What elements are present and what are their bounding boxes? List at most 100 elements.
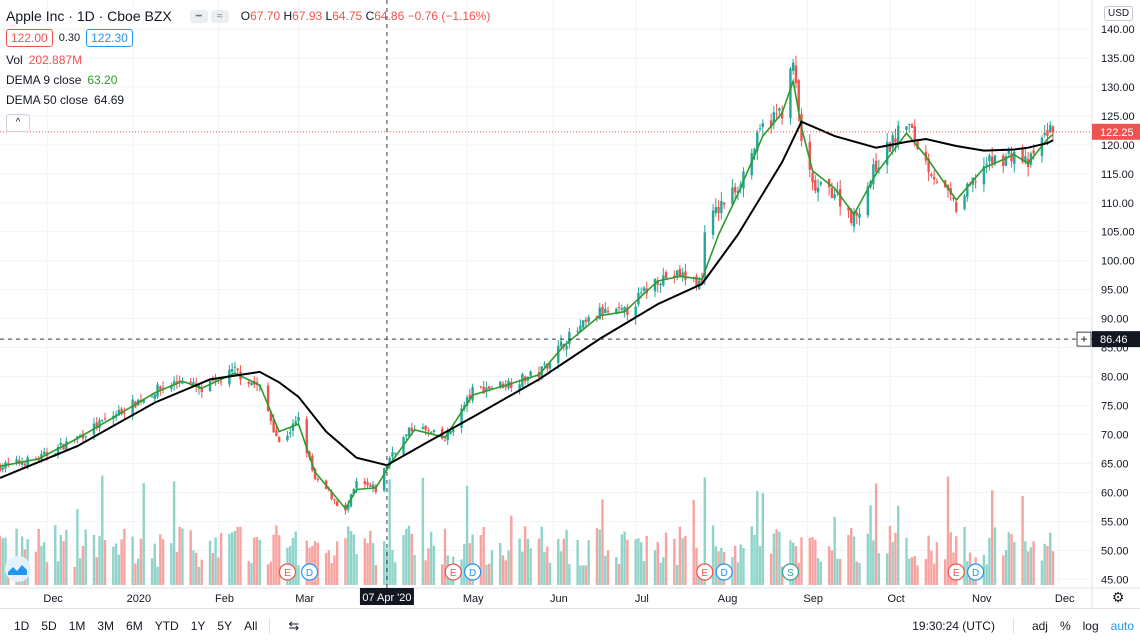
ask-price-button[interactable]: 122.30 bbox=[86, 29, 133, 47]
dema50-label[interactable]: DEMA 50 close bbox=[6, 93, 89, 107]
event-marker-label: S bbox=[787, 568, 794, 579]
auto-scale-toggle[interactable]: auto bbox=[1110, 618, 1134, 633]
event-marker-label: D bbox=[720, 568, 727, 579]
bid-price-button[interactable]: 122.00 bbox=[6, 29, 53, 47]
clock[interactable]: 19:30:24 (UTC) bbox=[912, 618, 995, 633]
gear-icon[interactable]: ⚙ bbox=[1112, 590, 1125, 606]
volume-bar bbox=[1002, 555, 1005, 585]
candle-body bbox=[62, 444, 65, 450]
volume-value: 202.887M bbox=[28, 53, 83, 67]
candle-body bbox=[219, 381, 223, 383]
candle-body bbox=[656, 280, 659, 285]
candle-body bbox=[850, 209, 853, 224]
candle-body bbox=[792, 62, 795, 71]
timeframe-5d[interactable]: 5D bbox=[41, 618, 57, 633]
volume-bar bbox=[606, 550, 610, 585]
candle-body bbox=[1049, 125, 1052, 133]
candle-body bbox=[852, 214, 856, 227]
timeframe-ytd[interactable]: YTD bbox=[154, 618, 179, 633]
volume-bar bbox=[930, 550, 933, 585]
volume-bar bbox=[581, 565, 585, 585]
volume-bar bbox=[949, 532, 952, 585]
volume-bar bbox=[4, 537, 7, 585]
candle-body bbox=[543, 363, 546, 365]
dema9-value: 63.20 bbox=[87, 73, 118, 87]
volume-bar bbox=[266, 564, 270, 585]
volume-bar bbox=[117, 554, 121, 585]
volume-bar bbox=[684, 535, 687, 585]
candle-body bbox=[557, 345, 560, 364]
candle-body bbox=[1024, 156, 1027, 163]
volume-bar bbox=[195, 552, 198, 585]
candle-body bbox=[479, 386, 483, 388]
volume-bar bbox=[0, 536, 2, 585]
event-marker-label: E bbox=[701, 568, 708, 579]
candle-body bbox=[581, 320, 585, 328]
candle-body bbox=[211, 380, 215, 382]
candle-body bbox=[913, 126, 917, 141]
volume-bar bbox=[990, 490, 994, 585]
price-chart[interactable]: 45.00 50.00 55.00 60.00 65.00 70.00 75.00 80.00… bbox=[0, 0, 1140, 608]
timeframe-1y[interactable]: 1Y bbox=[190, 618, 206, 633]
volume-bar bbox=[369, 530, 372, 585]
candle-body bbox=[908, 124, 911, 126]
candle-body bbox=[84, 436, 87, 438]
candle-body bbox=[159, 386, 162, 390]
price-axis: 45.00 50.00 55.00 60.00 65.00 70.00 75.00 80.00… bbox=[1091, 0, 1135, 608]
dema9-label[interactable]: DEMA 9 close bbox=[6, 73, 82, 87]
candle-body bbox=[405, 434, 408, 436]
volume-bar bbox=[924, 558, 928, 585]
toolbar-right: 19:30:24 (UTC) adj % log auto bbox=[912, 609, 1134, 642]
timeframe-1m[interactable]: 1M bbox=[68, 618, 86, 633]
volume-bar bbox=[891, 542, 894, 585]
timeframe-6m[interactable]: 6M bbox=[126, 618, 143, 633]
candle-body bbox=[894, 138, 897, 143]
candle-body bbox=[272, 419, 275, 433]
percent-toggle[interactable]: % bbox=[1059, 618, 1071, 633]
timeframe-all[interactable]: All bbox=[244, 618, 258, 633]
candle-body bbox=[664, 272, 668, 279]
price-tick-label: 70.00 bbox=[1101, 429, 1129, 441]
candle-body bbox=[161, 387, 165, 389]
volume-bar bbox=[1043, 543, 1046, 585]
timeframe-1d[interactable]: 1D bbox=[14, 618, 30, 633]
volume-bar bbox=[159, 534, 162, 585]
candle-body bbox=[1007, 150, 1010, 154]
volume-bar bbox=[156, 566, 159, 585]
log-toggle[interactable]: log bbox=[1082, 618, 1099, 633]
timeframe-3m[interactable]: 3M bbox=[97, 618, 115, 633]
candle-body bbox=[153, 394, 156, 399]
adjust-toggle[interactable]: adj bbox=[1031, 618, 1048, 633]
candle-body bbox=[123, 412, 126, 414]
dema9-line bbox=[0, 77, 1054, 510]
currency-badge[interactable]: USD bbox=[1104, 6, 1134, 21]
candle-body bbox=[872, 164, 875, 185]
candle-body bbox=[579, 325, 582, 332]
candle-body bbox=[529, 371, 532, 376]
volume-bar bbox=[413, 554, 416, 585]
timeframe-5y[interactable]: 5Y bbox=[217, 618, 233, 633]
volume-bar bbox=[897, 505, 900, 585]
event-marker-label: E bbox=[284, 568, 291, 579]
volume-bar bbox=[905, 537, 908, 585]
collapse-legend-button[interactable]: ^ bbox=[6, 114, 30, 132]
event-marker-label: E bbox=[953, 568, 960, 579]
volume-bar bbox=[908, 558, 911, 585]
price-tick-label: 80.00 bbox=[1101, 372, 1129, 384]
price-tick-label: 100.00 bbox=[1101, 256, 1135, 268]
candle-body bbox=[772, 112, 776, 124]
volume-bar bbox=[548, 562, 552, 585]
volume-bar bbox=[615, 556, 618, 585]
candle-body bbox=[1021, 148, 1024, 163]
go-to-date-icon[interactable]: ⇆ bbox=[288, 617, 300, 633]
volume-bar bbox=[559, 551, 563, 585]
symbol-title[interactable]: Apple Inc · 1D · Cboe BZX bbox=[6, 8, 172, 24]
volume-bar bbox=[819, 561, 823, 585]
volume-bar bbox=[557, 538, 560, 585]
candle-body bbox=[559, 341, 563, 347]
candle-body bbox=[427, 430, 430, 432]
volume-bar bbox=[175, 551, 179, 585]
volume-bar bbox=[131, 536, 134, 585]
candle-body bbox=[750, 153, 753, 176]
volume-bar bbox=[576, 540, 579, 585]
